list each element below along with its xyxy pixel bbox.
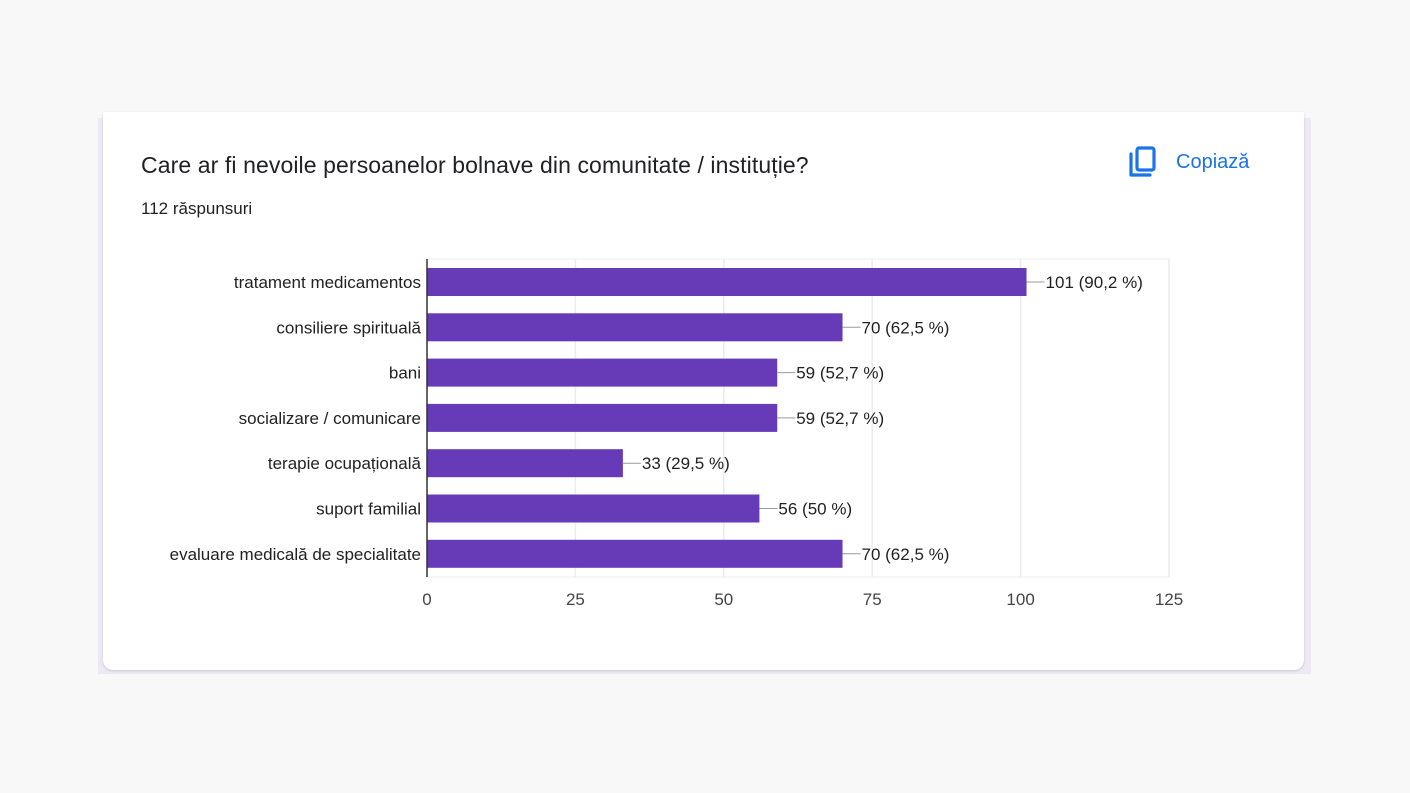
category-label: bani [389, 364, 421, 383]
copy-label: Copiază [1176, 150, 1250, 173]
response-count: 112 răspunsuri [141, 199, 253, 218]
data-label: 70 (62,5 %) [862, 318, 950, 337]
x-tick-label: 50 [714, 590, 733, 609]
x-tick-label: 25 [566, 590, 585, 609]
data-label: 101 (90,2 %) [1046, 273, 1143, 292]
data-label: 59 (52,7 %) [796, 409, 884, 428]
category-label: consiliere spirituală [276, 318, 421, 337]
data-label: 56 (50 %) [778, 500, 852, 519]
bar [427, 449, 623, 478]
data-label: 59 (52,7 %) [796, 364, 884, 383]
bar [427, 539, 843, 568]
category-label: suport familial [316, 500, 421, 519]
category-label: tratament medicamentos [234, 273, 421, 292]
copy-icon [1129, 146, 1156, 177]
data-label: 33 (29,5 %) [642, 454, 730, 473]
x-tick-label: 100 [1006, 590, 1034, 609]
bar [427, 313, 843, 342]
bar [427, 268, 1027, 296]
bar [427, 403, 778, 432]
category-label: terapie ocupațională [268, 454, 422, 473]
x-tick-label: 75 [863, 590, 882, 609]
bar [427, 358, 778, 387]
bar [427, 494, 760, 523]
category-label: socializare / comunicare [239, 409, 421, 428]
category-label: evaluare medicală de specialitate [170, 545, 421, 564]
data-label: 70 (62,5 %) [862, 545, 950, 564]
copy-button[interactable]: Copiază [1128, 145, 1249, 179]
x-tick-label: 125 [1155, 590, 1183, 609]
question-title: Care ar fi nevoile persoanelor bolnave d… [141, 152, 809, 178]
x-tick-label: 0 [422, 590, 431, 609]
